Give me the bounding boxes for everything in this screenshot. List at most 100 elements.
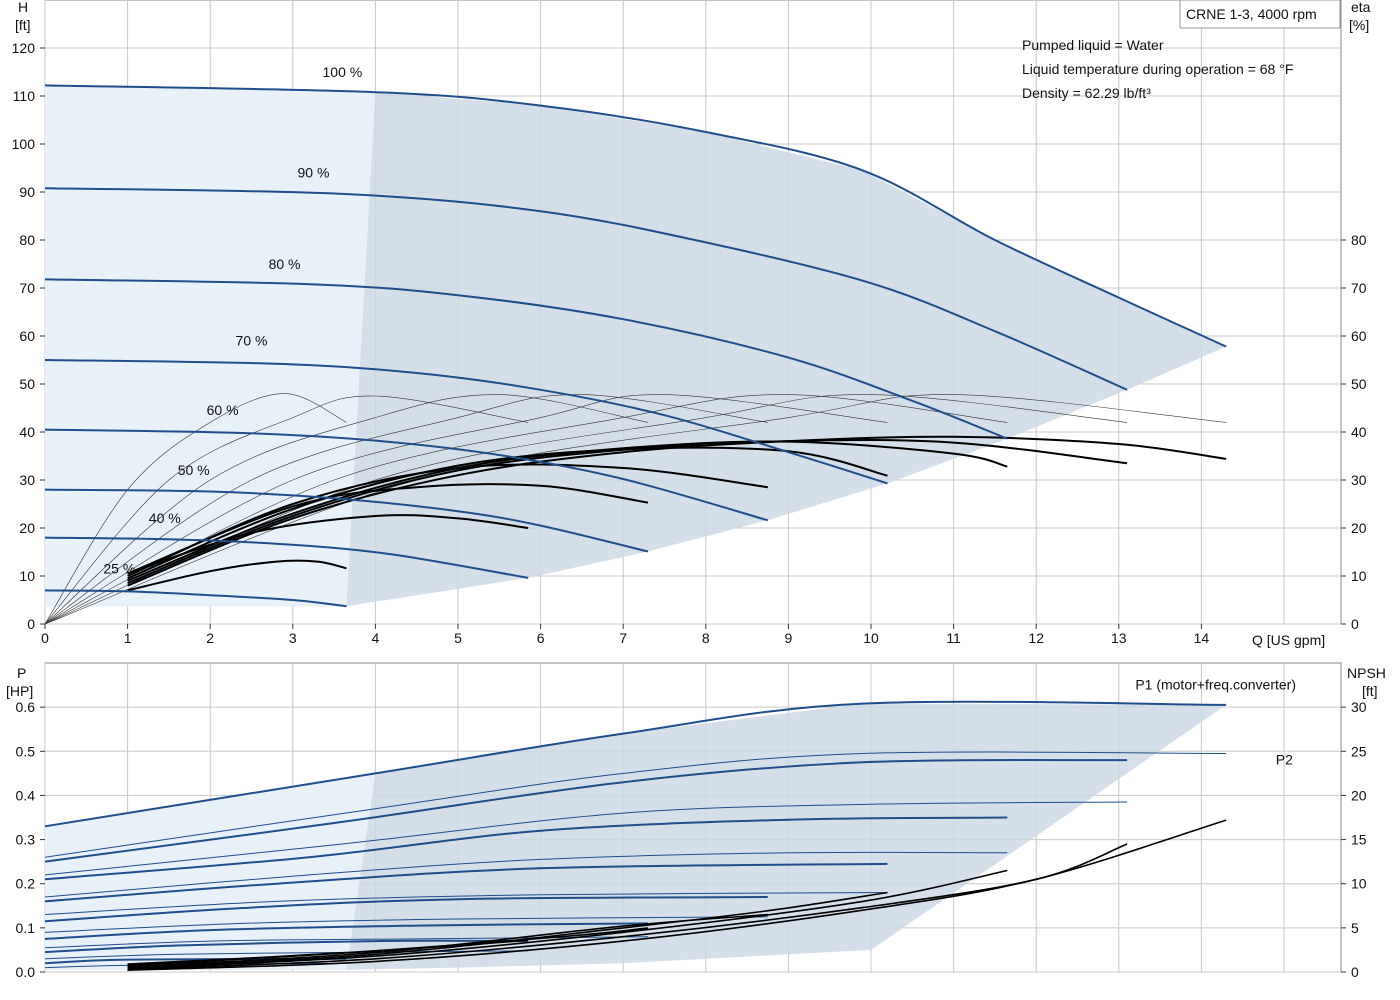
y-tick-label: 120 [12, 40, 36, 56]
efficiency-curve [127, 514, 529, 575]
y-tick-label: 0.5 [16, 743, 36, 759]
y2-tick-label: 30 [1351, 699, 1367, 715]
head-curve [44, 589, 347, 608]
y-tick-label: 70 [19, 280, 35, 296]
legend-title: CRNE 1-3, 4000 rpm [1186, 6, 1317, 22]
y-tick-label: 0.3 [16, 832, 36, 848]
y-tick-label: 80 [19, 232, 35, 248]
efficiency-curve [127, 483, 649, 575]
speed-label: 40 % [149, 510, 181, 526]
y2-tick-label: 70 [1351, 280, 1367, 296]
info-line-2: Liquid temperature during operation = 68… [1022, 61, 1293, 77]
y2-tick-label: 10 [1351, 568, 1367, 584]
p1-curve [44, 862, 888, 903]
iso-efficiency-curve [44, 394, 888, 625]
x-tick-label: 10 [863, 630, 879, 646]
p2-curve [44, 916, 768, 933]
axis-titles: H [ft] eta [%] Q [US gpm] P [HP] NPSH [f… [6, 0, 1386, 699]
y2-tick-label: 30 [1351, 472, 1367, 488]
speed-label: 70 % [236, 333, 268, 349]
head-efficiency-panel: 0102030405060708090100110120010203040506… [12, 0, 1367, 646]
bottom-y2label-unit: [ft] [1362, 683, 1378, 699]
low-flow-area-fill [45, 85, 376, 607]
y2-tick-label: 25 [1351, 743, 1367, 759]
x-tick-label: 12 [1028, 630, 1044, 646]
iso-efficiency-curve [44, 394, 768, 625]
top-ylabel-symbol: H [18, 0, 28, 15]
y-tick-label: 0.6 [16, 699, 36, 715]
info-line-3: Density = 62.29 lb/ft³ [1022, 85, 1151, 101]
head-curve [44, 278, 1008, 440]
efficiency-curve [127, 463, 768, 577]
y-tick-label: 40 [19, 424, 35, 440]
npsh-curve [127, 843, 1128, 971]
x-tick-label: 0 [41, 630, 49, 646]
y2-tick-label: 10 [1351, 876, 1367, 892]
y2-tick-label: 40 [1351, 424, 1367, 440]
iso-efficiency-curve [44, 394, 1227, 625]
x-tick-label: 4 [372, 630, 380, 646]
y-tick-label: 0 [27, 616, 35, 632]
x-tick-label: 8 [702, 630, 710, 646]
y-tick-label: 0.4 [16, 787, 36, 803]
head-curve [44, 536, 529, 579]
y-tick-label: 30 [19, 472, 35, 488]
y2-tick-label: 0 [1351, 616, 1359, 632]
npsh-curve [127, 869, 1008, 970]
legend-box: CRNE 1-3, 4000 rpm [1179, 0, 1341, 29]
p1-curve [44, 939, 529, 954]
head-curve [44, 428, 769, 522]
x-tick-label: 9 [785, 630, 793, 646]
bottom-y2label-symbol: NPSH [1347, 665, 1386, 681]
y-tick-label: 110 [13, 88, 36, 104]
iso-efficiency-curve [44, 394, 649, 625]
y2-tick-label: 20 [1351, 787, 1367, 803]
y-tick-label: 20 [19, 520, 35, 536]
top-ylabel-unit: [ft] [15, 17, 31, 33]
head-curve [44, 488, 649, 553]
x-tick-label: 3 [289, 630, 297, 646]
speed-label: 60 % [207, 402, 239, 418]
top-y2label-unit: [%] [1349, 17, 1369, 33]
y-tick-label: 10 [19, 568, 35, 584]
head-curve [44, 187, 1128, 391]
y2-tick-label: 5 [1351, 920, 1359, 936]
head-curve [44, 84, 1227, 348]
efficiency-curve [127, 559, 347, 592]
npsh-curve [127, 951, 347, 965]
speed-label: 90 % [297, 165, 329, 181]
power-curve-label: P2 [1276, 752, 1293, 768]
y2-tick-label: 50 [1351, 376, 1367, 392]
p2-curve [44, 751, 1227, 858]
y-tick-label: 60 [19, 328, 35, 344]
p1-curve [44, 922, 649, 940]
x-tick-label: 6 [537, 630, 545, 646]
y2-tick-label: 0 [1351, 964, 1359, 980]
y-tick-label: 0.2 [16, 876, 36, 892]
power-npsh-panel: 0.0 0.1 0.2 0.3 0.4 0.5 0.6 0 5 10 15 20 25 30 P1 (mot… [16, 662, 1367, 980]
p2-curve [44, 950, 529, 960]
iso-efficiency-curve [44, 393, 347, 625]
x-tick-label: 14 [1194, 630, 1210, 646]
speed-label: 100 % [323, 64, 363, 80]
p2-curve [44, 892, 888, 916]
power-curve-label: P1 (motor+freq.converter) [1135, 676, 1296, 692]
p1-curve [44, 700, 1227, 828]
y-tick-label: 100 [12, 136, 36, 152]
y-tick-label: 50 [19, 376, 35, 392]
bottom-ylabel-symbol: P [17, 665, 26, 681]
x-tick-label: 2 [206, 630, 214, 646]
y-tick-label: 0.1 [16, 920, 36, 936]
low-flow-area-fill [45, 773, 376, 970]
speed-label: 25 % [103, 561, 135, 577]
y2-tick-label: 80 [1351, 232, 1367, 248]
head-curve [44, 359, 888, 485]
top-xlabel: Q [US gpm] [1252, 632, 1325, 648]
p1-curve [44, 816, 1008, 881]
y2-tick-label: 15 [1351, 832, 1367, 848]
speed-label: 50 % [178, 462, 210, 478]
x-tick-label: 13 [1111, 630, 1127, 646]
info-line-1: Pumped liquid = Water [1022, 37, 1164, 53]
y-tick-label: 0.0 [16, 964, 36, 980]
